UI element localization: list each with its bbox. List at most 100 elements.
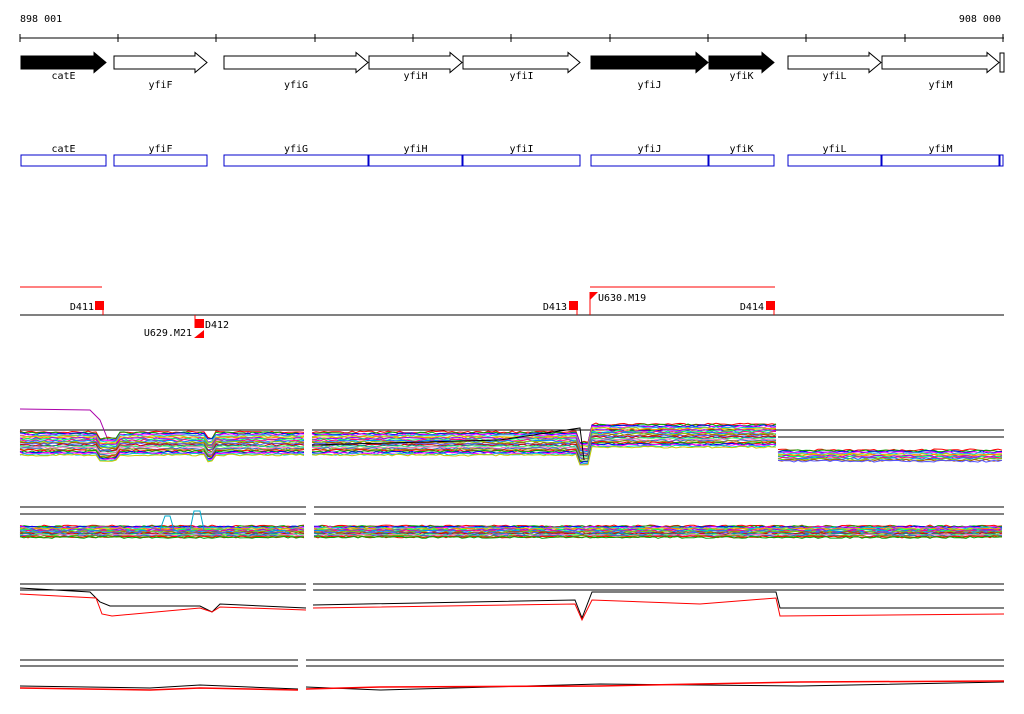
gene-arrow-yfiM[interactable]: yfiM — [881, 51, 1000, 92]
gene-box-label: yfiJ — [637, 144, 661, 155]
signal-trace — [19, 408, 109, 441]
signal-trace — [311, 429, 777, 451]
signal-trace — [19, 448, 305, 458]
signal-trace — [311, 436, 777, 457]
signal-trace — [313, 525, 1003, 529]
signal-trace — [311, 433, 777, 455]
ruler-end-label: 908 000 — [959, 14, 1001, 25]
signal-trace — [311, 438, 777, 460]
signal-trace — [311, 442, 777, 464]
signal-trace — [313, 532, 1003, 536]
signal-trace — [19, 435, 305, 444]
gene-label: yfiG — [284, 80, 308, 91]
gene-arrow-yfiL[interactable]: yfiL — [787, 51, 882, 83]
gene-box-label: yfiF — [148, 144, 172, 155]
signal-trace — [305, 681, 1005, 691]
gene-box-yfiK[interactable]: yfiK — [708, 144, 775, 167]
gene-arrow-yfiF[interactable]: yfiF — [113, 51, 208, 92]
coordinate-ruler: 898 001 908 000 — [19, 14, 1004, 42]
marker-d412[interactable]: D412 — [194, 315, 229, 331]
signal-trace — [19, 433, 305, 443]
signal-trace — [777, 459, 1003, 463]
gene-box-track: catE yfiF yfiG yfiH yfiI yfiJ yfiK yfiL yfiM — [20, 144, 1004, 167]
signal-trace — [19, 434, 305, 444]
gene-box-label: yfiH — [403, 144, 427, 155]
signal-trace — [311, 427, 777, 448]
signal-trace — [311, 427, 585, 461]
signal-trace — [19, 437, 305, 447]
signal-trace — [19, 535, 305, 539]
gene-box-catE[interactable]: catE — [20, 144, 107, 167]
svg-text:U629.M21: U629.M21 — [144, 328, 192, 339]
svg-text:D411: D411 — [70, 302, 94, 313]
signal-trace — [19, 593, 307, 617]
signal-trace — [159, 515, 175, 531]
gene-label: yfiJ — [637, 80, 661, 91]
signal-trace — [19, 446, 305, 455]
gene-box-yfiJ[interactable]: yfiJ — [590, 144, 709, 167]
signal-trace — [19, 587, 307, 613]
pair-track-2 — [19, 659, 1005, 691]
gene-label: catE — [51, 71, 75, 82]
gene-arrow-partial — [999, 52, 1005, 73]
gene-box-label: catE — [51, 144, 75, 155]
gene-arrow-yfiH[interactable]: yfiH — [368, 51, 463, 83]
signal-trace — [314, 525, 1003, 529]
gene-label: yfiF — [148, 80, 172, 91]
signal-trace — [19, 527, 305, 531]
gene-box-yfiH[interactable]: yfiH — [368, 144, 463, 167]
gene-box-label: yfiI — [509, 144, 533, 155]
gene-box-yfiF[interactable]: yfiF — [113, 144, 208, 167]
signal-trace — [311, 439, 777, 460]
marker-track: D411 D412 U629.M21 D413 U630.M19 D414 — [20, 286, 1004, 339]
gene-arrow-yfiI[interactable]: yfiI — [462, 51, 581, 83]
gene-label: yfiH — [403, 71, 427, 82]
signal-trace — [312, 597, 1005, 622]
svg-text:D414: D414 — [740, 302, 764, 313]
signal-trace — [189, 510, 205, 531]
gene-arrow-yfiG[interactable]: yfiG — [223, 51, 369, 92]
gene-box-label: yfiM — [928, 144, 952, 155]
marker-d413[interactable]: D413 — [543, 301, 578, 315]
gene-label: yfiK — [729, 71, 753, 82]
signal-trace — [777, 457, 1003, 461]
signal-trace — [312, 441, 777, 462]
gene-arrow-yfiJ[interactable]: yfiJ — [590, 51, 709, 92]
signal-trace — [777, 457, 1003, 461]
signal-trace — [305, 680, 1005, 690]
gene-box-label: yfiL — [822, 144, 846, 155]
signal-trace — [19, 452, 305, 462]
gene-box-yfiI[interactable]: yfiI — [462, 144, 581, 167]
multi-sample-track-1 — [19, 408, 1004, 466]
svg-text:U630.M19: U630.M19 — [598, 293, 646, 304]
marker-d411[interactable]: D411 — [70, 301, 104, 315]
gene-arrow-yfiK[interactable]: yfiK — [708, 51, 775, 83]
signal-trace — [311, 445, 777, 466]
signal-trace — [19, 451, 305, 461]
pair-track-1 — [19, 583, 1005, 622]
gene-box-yfiG[interactable]: yfiG — [223, 144, 369, 167]
signal-trace — [19, 687, 299, 691]
signal-trace — [19, 435, 305, 445]
signal-trace — [311, 428, 777, 450]
signal-trace — [19, 453, 305, 463]
signal-trace — [777, 452, 1003, 456]
gene-box-yfiM[interactable]: yfiM — [881, 144, 1000, 167]
gene-box-yfiL[interactable]: yfiL — [787, 144, 882, 167]
marker-u629-m21[interactable]: U629.M21 — [144, 328, 204, 339]
gene-label: yfiL — [822, 71, 846, 82]
signal-trace — [19, 449, 305, 459]
signal-track-panels — [19, 408, 1005, 691]
ruler-start-label: 898 001 — [20, 14, 62, 25]
gene-box-partial — [999, 154, 1004, 167]
gene-label: yfiM — [928, 80, 952, 91]
marker-u630-m19[interactable]: U630.M19 — [589, 292, 646, 315]
svg-text:D413: D413 — [543, 302, 567, 313]
signal-trace — [313, 535, 1003, 539]
signal-trace — [19, 684, 299, 690]
marker-d414[interactable]: D414 — [740, 301, 775, 315]
gene-arrow-catE[interactable]: catE — [20, 51, 107, 83]
gene-arrow-track: catE yfiF yfiG yfiH yfiI yfiJ yfiK yfiL yfiM — [20, 51, 1005, 92]
multi-sample-track-2 — [19, 506, 1004, 539]
